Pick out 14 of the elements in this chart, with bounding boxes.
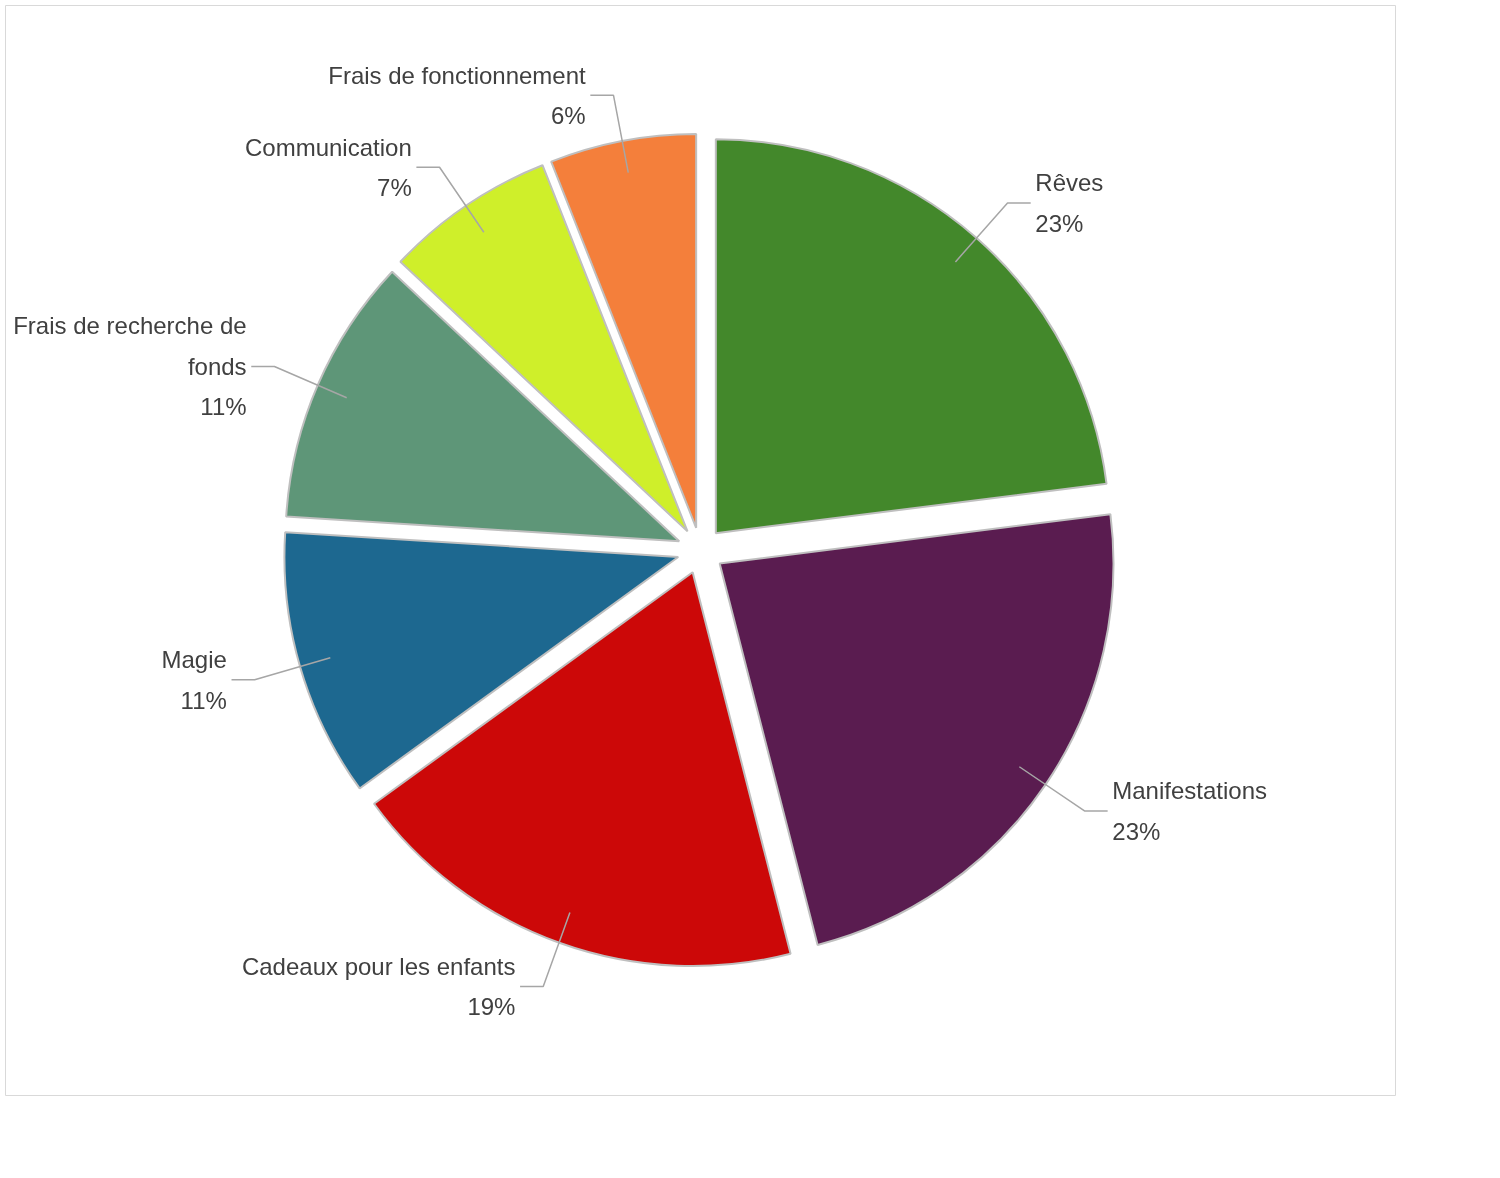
data-label: 6% — [551, 102, 586, 130]
data-label: 23% — [1035, 209, 1084, 237]
data-label: 7% — [377, 174, 412, 202]
slice-label: Rêves — [1035, 169, 1104, 197]
slice-label: Cadeaux pour les enfants — [241, 952, 516, 980]
slice-label: Frais de recherche de fonds — [13, 312, 247, 380]
slice-label: Communication — [245, 133, 412, 161]
data-label: 19% — [467, 993, 516, 1021]
data-label: 11% — [200, 393, 247, 421]
slice-label: Magie — [161, 646, 227, 674]
data-label: 11% — [180, 686, 227, 714]
slice-label: Manifestations — [1112, 777, 1268, 805]
data-label: 23% — [1112, 817, 1161, 845]
slice-label: Frais de fonctionnement — [328, 61, 587, 89]
